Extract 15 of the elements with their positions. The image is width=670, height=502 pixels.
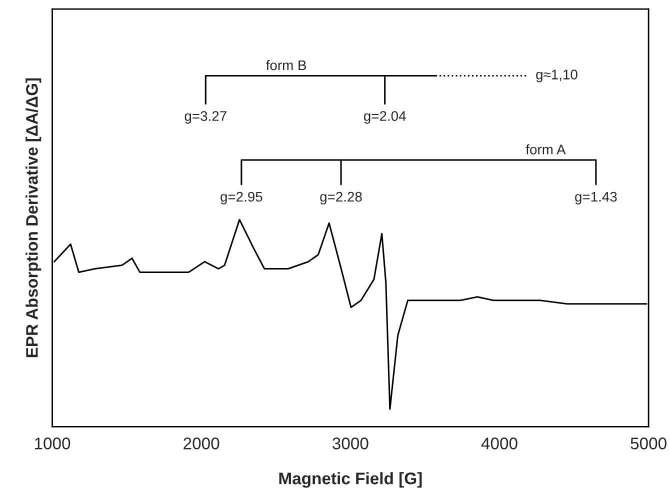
- x-tick-label: 2000: [184, 438, 220, 450]
- annotation: g=2.95: [220, 192, 262, 204]
- x-tick-label: 1000: [34, 438, 70, 450]
- annotation: form B: [266, 60, 306, 70]
- x-axis-title: Magnetic Field [G]: [279, 472, 422, 488]
- annotation: form A: [526, 144, 566, 154]
- x-tick-label: 5000: [630, 438, 666, 450]
- annotation: g=2.04: [364, 111, 406, 124]
- annotation: g=2.28: [320, 192, 362, 204]
- x-tick-label: 3000: [332, 438, 368, 450]
- y-axis-title: EPR Absorption Derivative [ΔA/ΔG]: [26, 78, 42, 358]
- annotation: g=3.27: [184, 111, 226, 124]
- annotation: g≈1,10: [536, 70, 578, 82]
- x-tick-label: 4000: [481, 438, 518, 450]
- annotation: g=1.43: [575, 192, 617, 204]
